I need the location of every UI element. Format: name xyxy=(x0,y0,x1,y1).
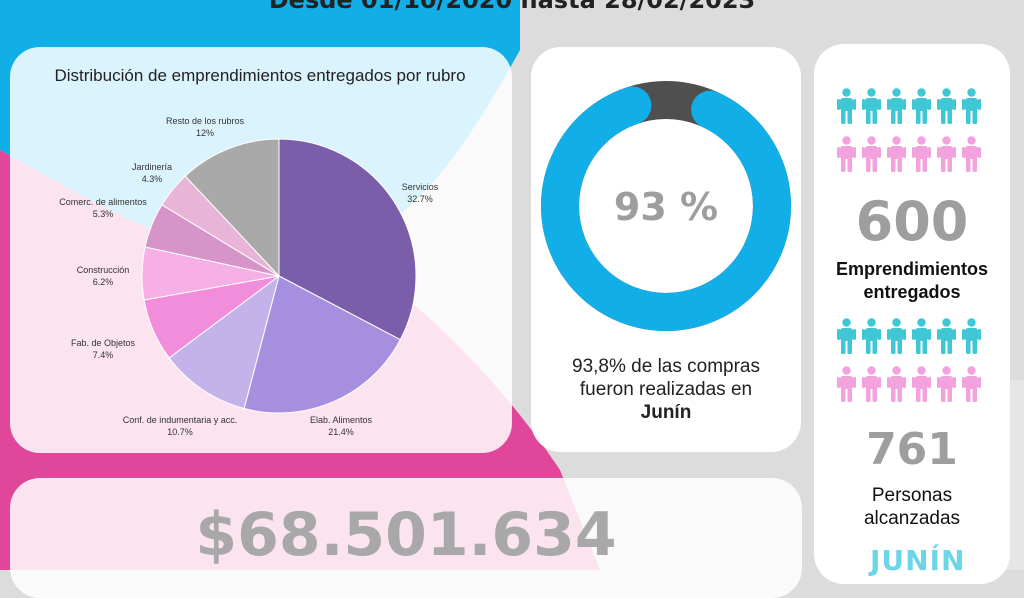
emprendimientos-label: Emprendimientos entregados xyxy=(814,258,1010,304)
person-icon xyxy=(912,366,931,402)
person-icon xyxy=(837,88,856,124)
personas-label: Personas alcanzadas xyxy=(814,484,1010,530)
person-icon xyxy=(962,318,981,354)
person-icon xyxy=(837,136,856,172)
pie-label-elab-alimentos: Elab. Alimentos xyxy=(310,415,373,425)
pie-value-elab-alimentos: 21.4% xyxy=(328,427,354,437)
person-icon xyxy=(887,318,906,354)
pie-value-comerc-de-alimentos: 5.3% xyxy=(93,209,114,219)
pie-value-resto-de-los-rubros: 12% xyxy=(196,128,214,138)
donut-caption: 93,8% de las compras fueron realizadas e… xyxy=(531,355,801,424)
person-icon xyxy=(862,318,881,354)
person-icon xyxy=(862,88,881,124)
pie-label-fab-de-objetos: Fab. de Objetos xyxy=(71,338,136,348)
pie-slice-elab-alimentos xyxy=(243,275,401,414)
personas-label-2: alcanzadas xyxy=(863,508,961,529)
pie-label-construccion: Construcción xyxy=(77,265,130,275)
people-icons-top xyxy=(837,88,981,172)
emprendimientos-count: 600 xyxy=(855,190,969,253)
person-icon xyxy=(937,136,956,172)
person-icon xyxy=(962,366,981,402)
person-icon xyxy=(887,366,906,402)
pie-label-comerc-de-alimentos: Comerc. de alimentos xyxy=(59,197,147,207)
person-icon xyxy=(912,88,931,124)
pie-value-construccion: 6.2% xyxy=(93,277,114,287)
person-icon xyxy=(962,88,981,124)
person-icon xyxy=(962,136,981,172)
pie-value-servicios: 32.7% xyxy=(407,194,433,204)
person-icon xyxy=(887,136,906,172)
caption-line-1: 93,8% de las compras xyxy=(572,356,760,377)
personas-count: 761 xyxy=(866,424,958,475)
pie-value-fab-de-objetos: 7.4% xyxy=(93,350,114,360)
pie-label-resto-de-los-rubros: Resto de los rubros xyxy=(166,116,245,126)
person-icon xyxy=(912,318,931,354)
person-icon xyxy=(837,318,856,354)
donut-value: 93 % xyxy=(613,185,719,229)
personas-label-1: Personas xyxy=(871,485,953,506)
page-title: Desde 01/10/2020 hasta 28/02/2023 xyxy=(268,0,756,14)
pie-slice-servicios xyxy=(278,138,417,341)
pie-value-jardineria: 4.3% xyxy=(142,174,163,184)
chart-title: Distribución de emprendimientos entregad… xyxy=(54,66,466,85)
person-icon xyxy=(862,136,881,172)
people-card xyxy=(814,44,1010,584)
person-icon xyxy=(837,366,856,402)
people-icons-bottom xyxy=(837,318,981,402)
money-amount: $68.501.634 xyxy=(195,500,617,570)
donut-chart xyxy=(541,81,791,331)
pie-label-jardineria: Jardinería xyxy=(132,162,172,172)
person-icon xyxy=(887,88,906,124)
junin-logo: JUNÍN xyxy=(870,544,966,577)
person-icon xyxy=(912,136,931,172)
person-icon xyxy=(937,88,956,124)
pie-label-conf-de-indumentaria-y-acc: Conf. de indumentaria y acc. xyxy=(123,415,238,425)
emprendimientos-label-2: entregados xyxy=(863,282,961,302)
emprendimientos-label-1: Emprendimientos xyxy=(835,259,989,279)
caption-bold: Junín xyxy=(640,402,692,423)
person-icon xyxy=(862,366,881,402)
pie-slice-resto-de-los-rubros xyxy=(184,138,280,278)
pie-label-servicios: Servicios xyxy=(402,182,439,192)
pie-chart: Servicios 32.7% Elab. Alimentos 21.4% Conf. … xyxy=(59,116,439,437)
donut-arc xyxy=(541,81,791,331)
person-icon xyxy=(937,318,956,354)
person-icon xyxy=(937,366,956,402)
pie-value-conf-de-indumentaria-y-acc: 10.7% xyxy=(167,427,193,437)
pie-slice-conf-de-indumentaria-y-acc xyxy=(168,274,280,410)
caption-line-2: fueron realizadas en xyxy=(579,379,753,400)
